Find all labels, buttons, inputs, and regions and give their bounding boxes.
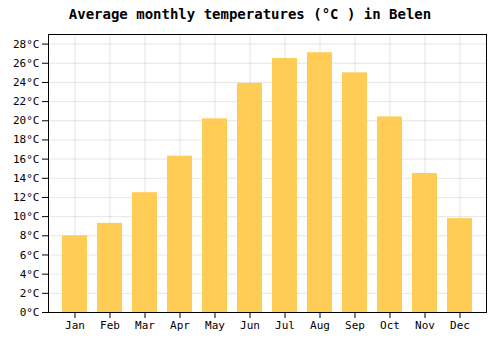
svg-text:Aug: Aug [310,319,330,332]
svg-text:18°C: 18°C [13,133,40,146]
svg-text:Apr: Apr [170,319,190,332]
svg-text:16°C: 16°C [13,153,40,166]
svg-text:8°C: 8°C [20,229,40,242]
svg-text:Jul: Jul [275,319,295,332]
svg-text:6°C: 6°C [20,249,40,262]
svg-text:Jun: Jun [240,319,260,332]
svg-text:0°C: 0°C [20,306,40,319]
svg-text:26°C: 26°C [13,57,40,70]
svg-text:22°C: 22°C [13,95,40,108]
svg-text:May: May [205,319,225,332]
svg-text:Oct: Oct [380,319,400,332]
svg-text:10°C: 10°C [13,210,40,223]
svg-text:14°C: 14°C [13,172,40,185]
html-text:Average monthly temperatures (: Average monthly temperatures (°C ) in Be… [68,6,432,22]
svg-text:4°C: 4°C [20,268,40,281]
svg-text:24°C: 24°C [13,76,40,89]
svg-text:Dec: Dec [450,319,470,332]
svg-text:12°C: 12°C [13,191,40,204]
svg-text:Nov: Nov [415,319,435,332]
svg-text:20°C: 20°C [13,114,40,127]
svg-text:Sep: Sep [345,319,365,332]
svg-text:Jan: Jan [65,319,85,332]
svg-text:2°C: 2°C [20,287,40,300]
svg-text:28°C: 28°C [13,38,40,51]
svg-text:Mar: Mar [135,319,155,332]
svg-text:Feb: Feb [100,319,120,332]
